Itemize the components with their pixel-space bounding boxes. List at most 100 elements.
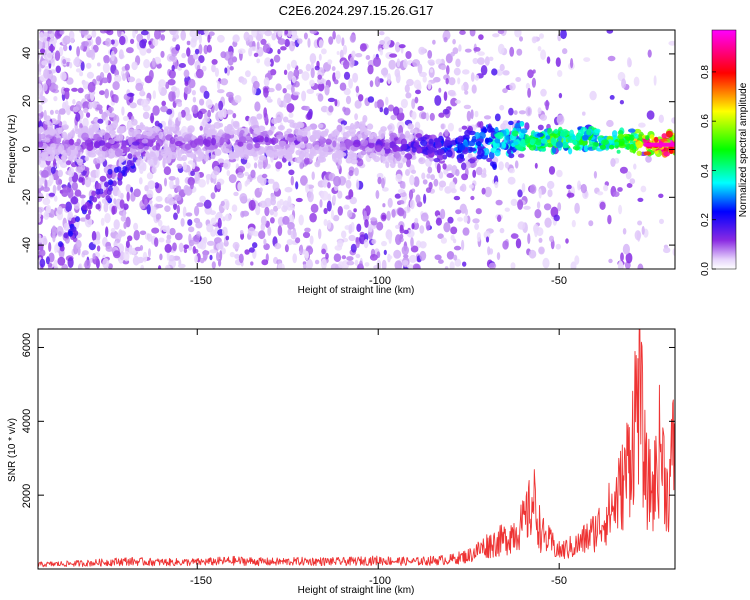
spectrogram-cell <box>668 40 675 46</box>
spectrogram-cell <box>122 115 129 122</box>
spectrogram-cell <box>300 175 308 186</box>
spectrogram-cell <box>253 52 259 58</box>
spectrogram-cell <box>355 53 363 58</box>
spectrogram-cell <box>171 86 177 92</box>
spectrogram-cell <box>113 137 121 142</box>
spectrogram-cell <box>317 82 325 92</box>
spectrogram-cell <box>290 175 294 186</box>
spectrogram-cell <box>411 146 417 153</box>
spectrogram-cell <box>226 91 234 98</box>
spectrogram-cell <box>315 131 321 140</box>
spectrogram-cell <box>537 107 542 115</box>
spectrogram-cell <box>177 263 186 269</box>
spectrogram-cell <box>83 107 89 114</box>
spectrogram-cell <box>519 133 524 139</box>
spectrogram-cell <box>438 180 447 188</box>
spectrogram-cell <box>127 235 133 242</box>
spectrogram-cell <box>103 54 110 64</box>
spectrogram-cell <box>106 189 112 196</box>
spectrogram-cell <box>265 149 274 157</box>
spectrogram-cell <box>287 195 292 207</box>
spectrogram-cell <box>517 189 523 198</box>
spectrogram-cell <box>417 105 424 111</box>
spectrogram-cell <box>203 236 208 244</box>
spectrogram-cell <box>100 30 107 34</box>
spectrogram-cell <box>318 39 324 49</box>
spectrogram-cell <box>123 221 127 229</box>
spectrogram-cell <box>316 71 323 76</box>
spectrogram-cell <box>661 133 667 139</box>
spectrogram-cell <box>309 30 317 34</box>
spectrogram-cell <box>80 164 86 171</box>
spectrogram-cell <box>335 150 340 157</box>
spectrogram-cell <box>198 179 207 188</box>
spectrogram-cell <box>617 260 624 269</box>
spectrogram-cell <box>592 145 597 151</box>
spectrogram-cell <box>514 160 519 169</box>
spectrogram-cell <box>345 95 352 105</box>
spectrogram-cells <box>38 30 675 269</box>
spectrogram-cell <box>402 181 406 189</box>
spectrogram-cell <box>593 171 598 179</box>
spectrogram-cell <box>629 134 635 141</box>
spectrogram-cell <box>629 143 635 151</box>
spectrogram-cell <box>119 251 125 261</box>
spectrogram-cell <box>286 147 295 155</box>
spectrogram-cell <box>320 131 329 138</box>
spectrogram-cell <box>572 145 581 151</box>
spectrogram-cell <box>470 109 474 120</box>
spectrogram-cell <box>625 252 633 264</box>
spectrogram-cell <box>432 39 436 45</box>
spectrogram-cell <box>219 136 225 145</box>
spectrogram-cell <box>277 263 285 269</box>
spectrogram-cell <box>122 210 126 220</box>
spectrogram-cell <box>333 158 338 163</box>
spectrogram-cell <box>413 176 420 188</box>
spectrogram-cell <box>68 230 73 237</box>
spectrogram-cell <box>298 214 304 226</box>
spectrogram-cell <box>38 83 43 93</box>
spectrogram-cell <box>233 122 240 129</box>
spectrogram-cell <box>93 133 100 141</box>
spectrogram-cell <box>287 30 292 38</box>
spectrogram-cell <box>57 112 61 123</box>
spectrogram-cell <box>461 173 469 181</box>
spectrogram-cell <box>104 213 111 224</box>
spectrogram-cell <box>421 172 426 180</box>
spectrogram-cell <box>410 245 419 253</box>
spectrogram-cell <box>477 57 485 65</box>
spectrogram-cell <box>148 40 152 45</box>
spectrogram-cell <box>49 109 54 115</box>
spectrogram-cell <box>394 151 400 159</box>
spectrogram-cell <box>488 262 497 269</box>
spectrogram-cell <box>267 178 275 184</box>
spectrogram-cell <box>147 180 156 190</box>
spectrogram-cell <box>466 110 472 122</box>
spectrogram-cell <box>442 108 450 115</box>
spectrogram-cell <box>287 228 292 236</box>
spectrogram-cell <box>98 140 106 146</box>
spectrogram-cell <box>239 230 244 235</box>
spectrogram-cell <box>210 137 217 146</box>
spectrogram-cell <box>368 142 375 149</box>
spectrogram-cell <box>218 122 224 128</box>
spectrogram-cell <box>244 171 250 177</box>
spectrogram-cell <box>63 222 70 231</box>
spectrogram-cell <box>168 176 176 181</box>
spectrogram-cell <box>46 146 53 152</box>
spectrogram-cell <box>542 257 550 269</box>
spectrogram-cell <box>420 212 429 222</box>
spectrogram-cell <box>67 132 73 139</box>
spectrogram-cell <box>633 128 642 134</box>
spectrogram-cell <box>169 151 177 160</box>
spectrogram-cell <box>65 160 72 166</box>
spectrogram-cell <box>69 145 76 150</box>
spectrogram-cell <box>628 128 636 133</box>
spectrogram-cell <box>126 191 130 202</box>
spectrogram-cell <box>367 231 373 240</box>
spectrogram-cell <box>619 166 628 174</box>
spectrogram-cell <box>363 239 369 249</box>
spectrogram-cell <box>434 150 440 156</box>
spectrogram-cell <box>112 81 120 91</box>
spectrogram-cell <box>367 64 374 75</box>
